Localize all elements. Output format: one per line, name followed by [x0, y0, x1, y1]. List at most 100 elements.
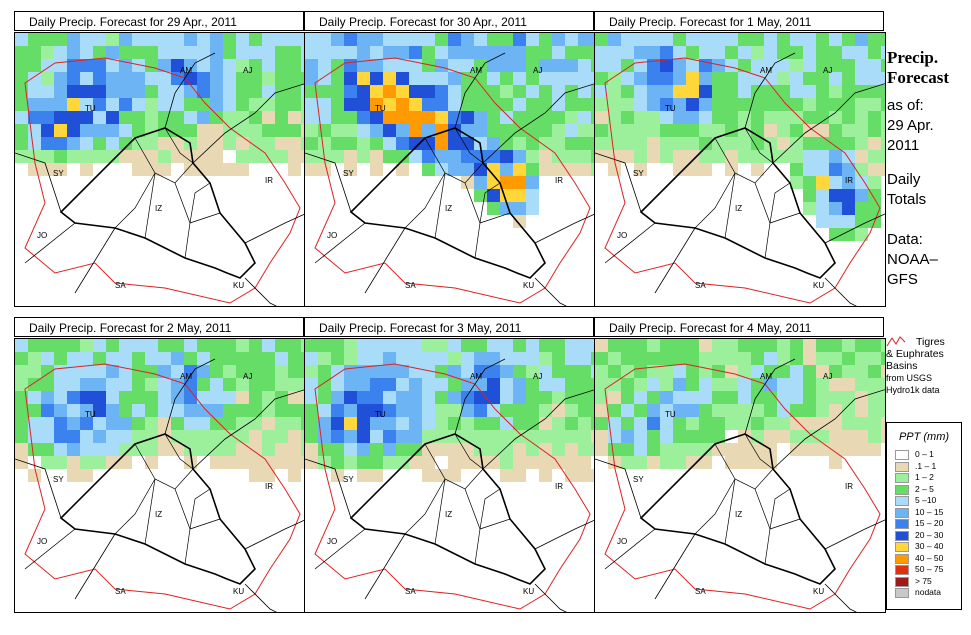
precip-cell — [435, 111, 448, 124]
precip-cell — [80, 352, 93, 365]
precip-map[interactable]: AM AJ TU SY IR IZ JO SA KU — [14, 32, 306, 307]
precip-cell — [595, 137, 608, 150]
precip-cell — [855, 150, 868, 163]
precip-cell — [223, 111, 236, 124]
precip-cell — [855, 85, 868, 98]
precip-cell — [80, 443, 93, 456]
precip-cell — [223, 137, 236, 150]
country-label: SY — [633, 475, 644, 484]
precip-cell — [448, 124, 461, 137]
precip-cell — [868, 98, 881, 111]
precip-cell — [790, 124, 803, 137]
precip-cell — [210, 98, 223, 111]
precip-cell — [236, 46, 249, 59]
precip-cell — [868, 404, 881, 417]
precip-cell — [790, 85, 803, 98]
precip-cell — [132, 85, 145, 98]
precip-cell — [699, 339, 712, 352]
precip-cell — [106, 111, 119, 124]
precip-cell — [673, 33, 686, 46]
precip-cell — [262, 443, 275, 456]
precip-cell — [132, 46, 145, 59]
precip-cell — [249, 111, 262, 124]
precip-cell — [54, 72, 67, 85]
precip-cell — [868, 33, 881, 46]
precip-cell — [409, 339, 422, 352]
precip-cell — [764, 391, 777, 404]
precip-cell — [54, 163, 67, 176]
precip-cell — [712, 339, 725, 352]
precip-cell — [288, 150, 301, 163]
precip-cell — [106, 72, 119, 85]
precip-cell — [383, 137, 396, 150]
precip-cell — [686, 85, 699, 98]
precip-cell — [591, 417, 595, 430]
iraq-border — [349, 127, 546, 279]
precip-cell — [634, 404, 647, 417]
precip-map[interactable]: AM AJ TU SY IR IZ JO SA KU — [594, 338, 886, 613]
precip-cell — [725, 85, 738, 98]
precip-cell — [318, 163, 331, 176]
totals-label: Totals — [887, 191, 927, 208]
country-label: SY — [53, 475, 64, 484]
precip-map[interactable]: AM AJ TU SY IR IZ JO SA KU — [594, 32, 886, 307]
precip-cell — [829, 176, 842, 189]
precip-map[interactable]: AM AJ TU SY IR IZ JO SA KU — [14, 338, 306, 613]
precip-cell — [305, 456, 318, 469]
precip-cell — [132, 33, 145, 46]
precip-cell — [80, 72, 93, 85]
legend-label: 20 – 30 — [915, 529, 944, 540]
precip-cell — [829, 85, 842, 98]
legend-row: nodata — [887, 587, 961, 599]
precip-cell — [686, 98, 699, 111]
precip-cell — [67, 72, 80, 85]
precip-cell — [842, 365, 855, 378]
precip-cell — [660, 456, 673, 469]
precip-cell — [803, 98, 816, 111]
precip-cell — [500, 46, 513, 59]
precip-cell — [751, 46, 764, 59]
precip-cell — [777, 111, 790, 124]
precip-cell — [881, 59, 885, 72]
precip-cell — [435, 137, 448, 150]
precip-cell — [158, 163, 171, 176]
precip-cell — [595, 391, 608, 404]
precip-cell — [132, 163, 145, 176]
country-label: AM — [180, 372, 192, 381]
precip-cell — [158, 59, 171, 72]
precip-cell — [578, 339, 591, 352]
precip-cell — [184, 111, 197, 124]
precip-cell — [54, 85, 67, 98]
precip-map[interactable]: AM AJ TU SY IR IZ JO SA KU — [304, 32, 596, 307]
precip-cell — [842, 430, 855, 443]
precip-cell — [803, 33, 816, 46]
precip-cell — [513, 189, 526, 202]
precip-cell — [318, 417, 331, 430]
precip-cell — [487, 46, 500, 59]
precip-cell — [699, 391, 712, 404]
precip-cell — [751, 85, 764, 98]
legend-title: PPT (mm) — [898, 431, 950, 443]
province-border — [189, 182, 211, 224]
precip-cell — [15, 98, 28, 111]
precip-cell — [383, 98, 396, 111]
precip-cell — [777, 430, 790, 443]
precip-cell — [816, 202, 829, 215]
precip-map[interactable]: AM AJ TU SY IR IZ JO SA KU — [304, 338, 596, 613]
precip-cell — [210, 33, 223, 46]
precip-cell — [396, 378, 409, 391]
precip-cell — [777, 352, 790, 365]
precip-cell — [591, 365, 595, 378]
precip-cell — [409, 430, 422, 443]
country-border — [744, 52, 796, 129]
precip-cell — [344, 339, 357, 352]
panel-title: Daily Precip. Forecast for 30 Apr., 2011 — [304, 11, 594, 31]
precip-cell — [396, 391, 409, 404]
legend-row: 40 – 50 — [887, 553, 961, 565]
precip-cell — [197, 339, 210, 352]
precip-cell — [448, 163, 461, 176]
precip-cell — [171, 72, 184, 85]
precip-cell — [565, 111, 578, 124]
precip-cell — [344, 46, 357, 59]
precip-cell — [41, 33, 54, 46]
